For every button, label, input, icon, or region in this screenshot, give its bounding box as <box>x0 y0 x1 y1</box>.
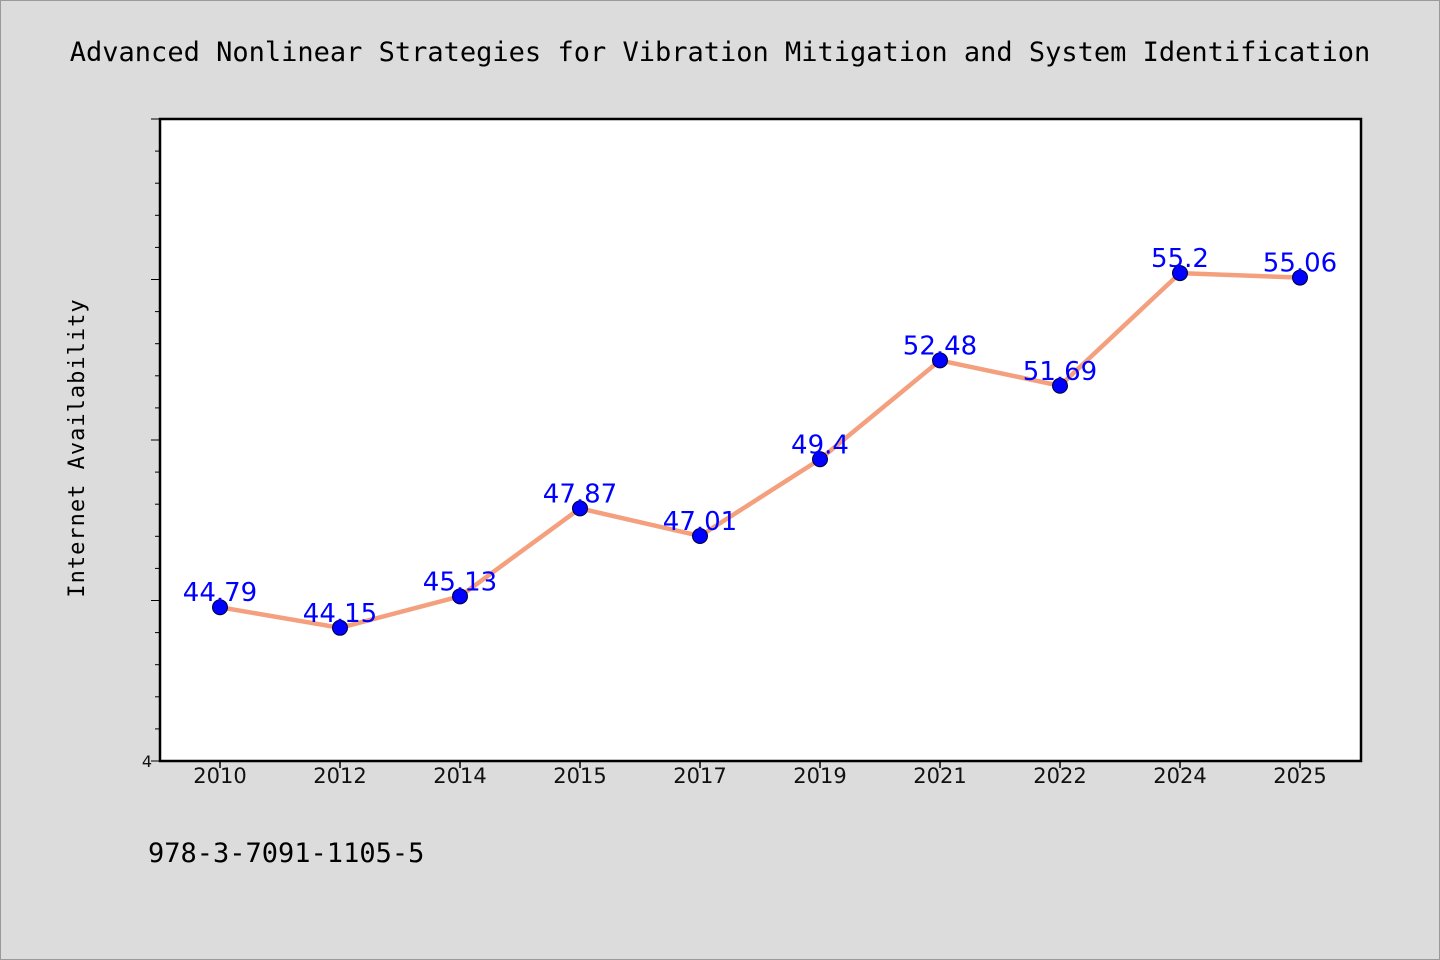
data-labels: 44.79 44.15 45.13 47.87 47.01 49.4 52.48 51.69 5… <box>183 244 1337 629</box>
data-label: 45.13 <box>423 567 497 597</box>
x-tick-label: 2010 <box>193 764 246 788</box>
x-tick-label: 2017 <box>673 764 726 788</box>
data-label: 47.87 <box>543 479 617 509</box>
data-point <box>1292 269 1308 286</box>
plot-area <box>158 117 1363 763</box>
data-label: 49.4 <box>791 430 849 460</box>
data-point <box>812 451 828 468</box>
data-point <box>692 527 708 544</box>
y-axis-ticks: 4 <box>142 118 160 771</box>
data-point <box>932 352 948 369</box>
isbn-footer: 978-3-7091-1105-5 <box>148 838 424 869</box>
data-label: 55.06 <box>1263 249 1337 279</box>
data-label: 51.69 <box>1023 357 1097 387</box>
x-tick-label: 2014 <box>433 764 486 788</box>
x-tick-label: 2024 <box>1153 764 1206 788</box>
series-line-group <box>217 270 1303 631</box>
data-label: 47.01 <box>663 507 737 537</box>
data-label: 55.2 <box>1151 244 1209 274</box>
data-point <box>572 500 588 517</box>
x-tick-label: 2022 <box>1033 764 1086 788</box>
data-point <box>332 619 348 636</box>
x-axis-ticks: 2010 2012 2014 2015 2017 2019 2021 2022 2024 2025 <box>193 761 1327 788</box>
x-tick-label: 2019 <box>793 764 846 788</box>
x-tick-label: 2025 <box>1273 764 1326 788</box>
series-line <box>217 270 1303 631</box>
x-tick-label: 2015 <box>553 764 606 788</box>
data-point <box>1052 377 1068 394</box>
x-tick-label: 2012 <box>313 764 366 788</box>
x-tick-label: 2021 <box>913 764 966 788</box>
data-point <box>212 599 228 616</box>
series-markers <box>212 265 1308 636</box>
y-tick-label: 4 <box>142 752 152 771</box>
data-point <box>1172 265 1188 282</box>
data-point <box>452 588 468 605</box>
data-label: 52.48 <box>903 331 977 361</box>
data-label: 44.79 <box>183 578 257 608</box>
chart-title: Advanced Nonlinear Strategies for Vibrat… <box>70 37 1370 68</box>
data-label: 44.15 <box>303 599 377 629</box>
y-axis-label: Internet Availability <box>65 298 90 597</box>
